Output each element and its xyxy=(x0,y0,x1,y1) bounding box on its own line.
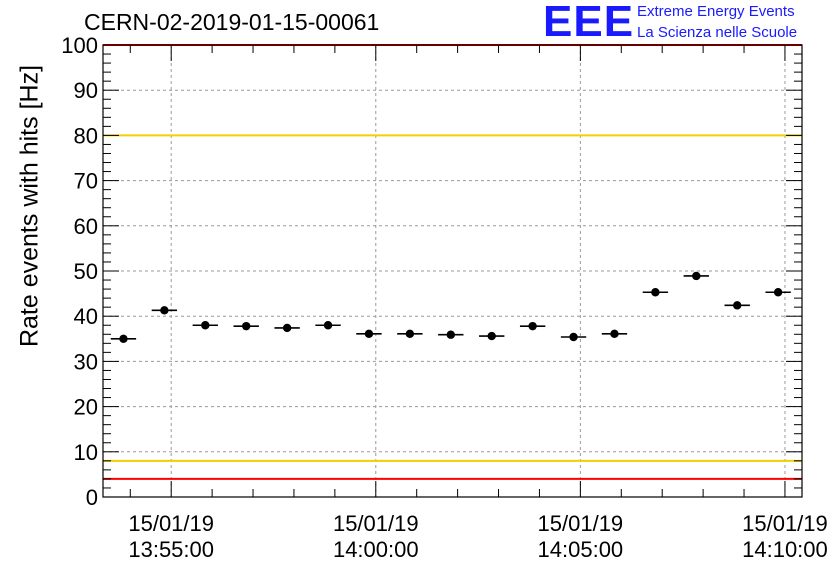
data-point xyxy=(364,329,374,339)
logo-mark: EEE xyxy=(543,0,635,46)
data-point xyxy=(610,329,619,339)
data-point xyxy=(119,334,128,343)
data-point xyxy=(160,306,169,315)
x-tick-label-date: 15/01/19 xyxy=(128,511,214,536)
logo-line-2: La Scienza nelle Scuole xyxy=(637,24,798,41)
data-point xyxy=(323,321,333,330)
x-tick-label-date: 15/01/19 xyxy=(333,511,419,536)
y-tick-label: 10 xyxy=(74,440,98,465)
x-tick-label-date: 15/01/19 xyxy=(742,511,828,536)
x-tick-label-date: 15/01/19 xyxy=(538,511,624,536)
data-point xyxy=(651,288,660,297)
data-point xyxy=(282,323,292,333)
x-tick-label-time: 14:10:00 xyxy=(742,537,828,562)
x-tick-label-time: 14:00:00 xyxy=(333,537,419,562)
grid-lines xyxy=(103,45,802,497)
data-point xyxy=(201,321,210,330)
tick-labels: 010203040506070809010015/01/1913:55:0015… xyxy=(61,33,827,562)
y-tick-label: 20 xyxy=(74,395,98,420)
data-point xyxy=(242,321,251,331)
data-point xyxy=(733,301,742,310)
y-tick-label: 40 xyxy=(74,304,98,329)
data-point xyxy=(692,271,701,281)
y-tick-label: 70 xyxy=(74,169,98,194)
page-title: CERN-02-2019-01-15-00061 xyxy=(84,9,380,35)
y-tick-label: 0 xyxy=(86,485,98,510)
y-tick-label: 60 xyxy=(74,214,98,239)
y-tick-label: 80 xyxy=(74,123,98,148)
eee-logo: EEE Extreme Energy Events La Scienza nel… xyxy=(543,0,833,46)
y-tick-label: 50 xyxy=(74,259,98,284)
data-points xyxy=(110,271,791,343)
data-point xyxy=(405,329,415,339)
data-point xyxy=(487,331,496,341)
limit-lines xyxy=(103,44,802,480)
y-tick-label: 100 xyxy=(61,33,98,58)
logo-line-1: Extreme Energy Events xyxy=(637,3,795,20)
y-tick-label: 30 xyxy=(74,349,98,374)
data-point xyxy=(528,321,537,331)
data-point xyxy=(569,332,578,342)
data-point xyxy=(773,288,783,297)
data-point xyxy=(446,330,455,339)
x-tick-label-time: 13:55:00 xyxy=(128,537,214,562)
y-tick-label: 90 xyxy=(74,78,98,103)
x-tick-label-time: 14:05:00 xyxy=(538,537,624,562)
axis-ticks xyxy=(103,44,802,498)
